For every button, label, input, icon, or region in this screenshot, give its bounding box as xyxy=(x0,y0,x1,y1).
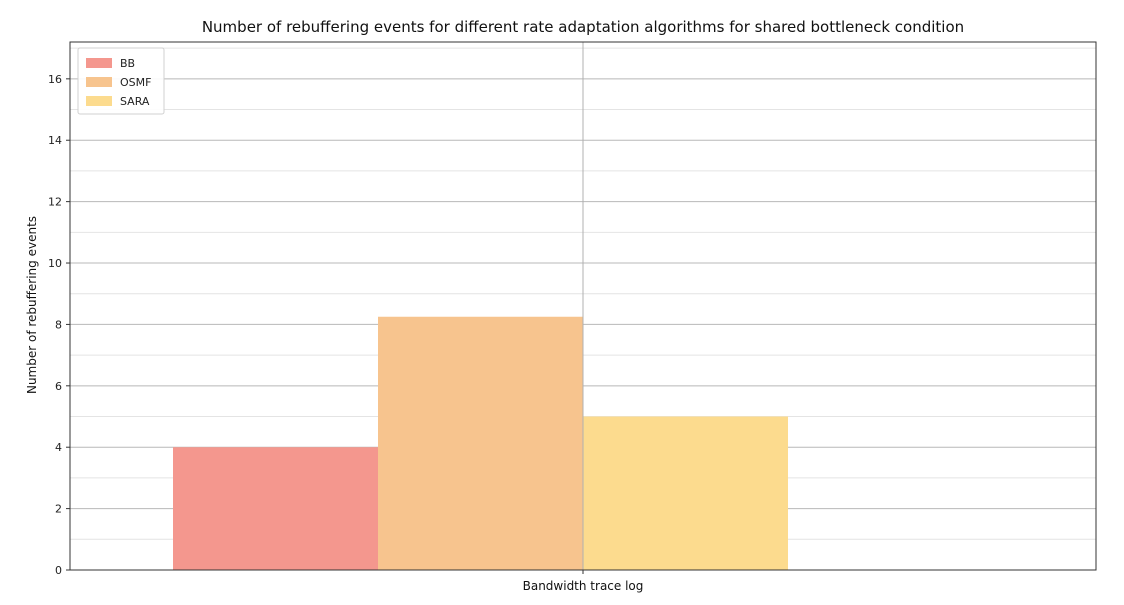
bar-bb xyxy=(173,447,378,570)
y-tick-label: 2 xyxy=(55,503,62,516)
y-tick-label: 8 xyxy=(55,318,62,331)
legend-swatch-osmf xyxy=(86,77,112,87)
bars xyxy=(173,316,788,570)
legend-label-bb: BB xyxy=(120,57,135,70)
legend-label-osmf: OSMF xyxy=(120,76,151,89)
legend-swatch-sara xyxy=(86,96,112,106)
legend: BB OSMF SARA xyxy=(77,47,165,115)
legend-swatch-bb xyxy=(86,58,112,68)
chart-title: Number of rebuffering events for differe… xyxy=(202,18,964,36)
bar-osmf xyxy=(378,316,583,570)
y-tick-label: 10 xyxy=(48,257,62,270)
y-tick-label: 16 xyxy=(48,73,62,86)
legend-label-sara: SARA xyxy=(120,95,150,108)
y-tick-label: 14 xyxy=(48,134,62,147)
x-axis-label: Bandwidth trace log xyxy=(523,579,644,593)
y-tick-label: 6 xyxy=(55,380,62,393)
y-tick-label: 4 xyxy=(55,441,62,454)
y-tick-label: 12 xyxy=(48,196,62,209)
y-tick-label: 0 xyxy=(55,564,62,577)
y-axis-label: Number of rebuffering events xyxy=(25,216,39,394)
y-axis-ticks: 0 2 4 6 8 10 12 14 16 xyxy=(48,73,584,577)
bar-sara xyxy=(583,416,788,570)
